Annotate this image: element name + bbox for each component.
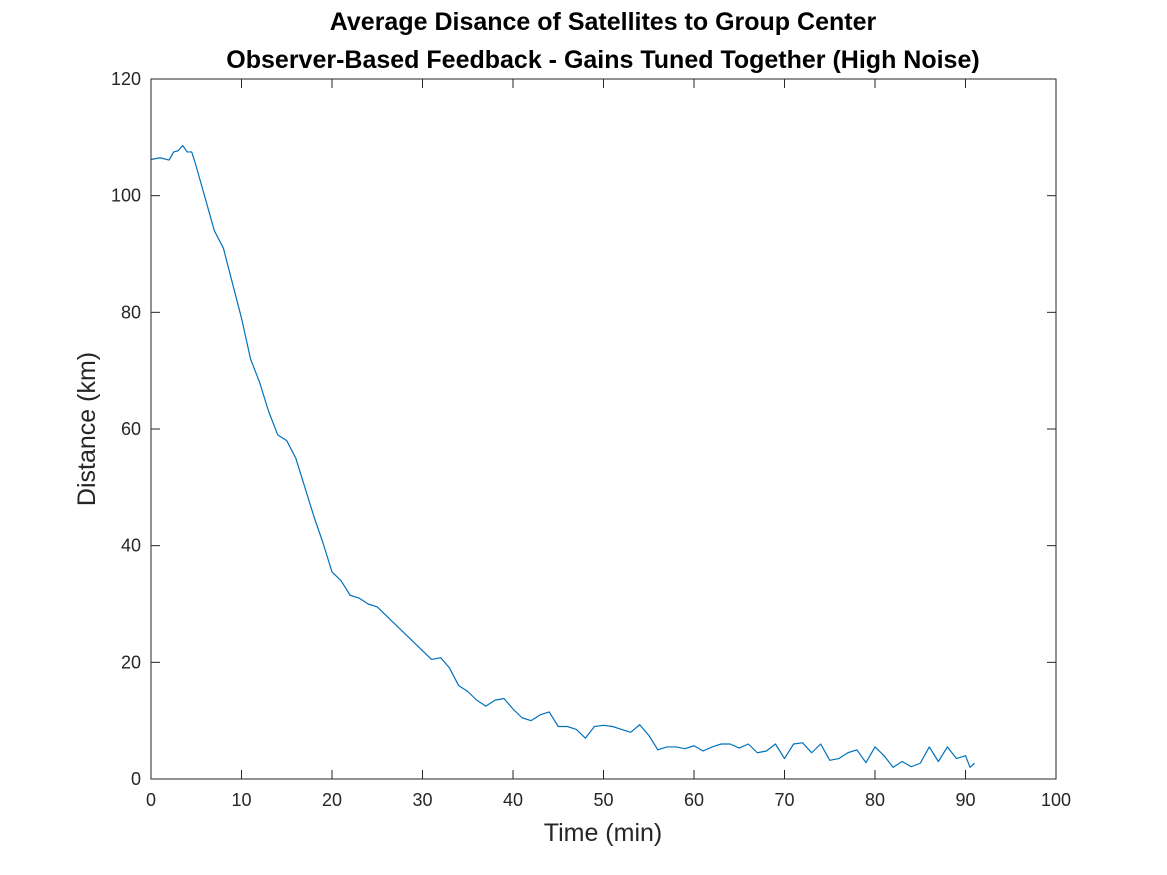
y-tick-label: 20 — [121, 652, 141, 672]
x-tick-label: 90 — [955, 790, 975, 810]
x-tick-label: 70 — [774, 790, 794, 810]
x-tick-label: 80 — [865, 790, 885, 810]
y-tick-label: 120 — [111, 69, 141, 89]
x-tick-label: 40 — [503, 790, 523, 810]
x-tick-label: 20 — [322, 790, 342, 810]
x-tick-label: 50 — [593, 790, 613, 810]
y-tick-label: 100 — [111, 186, 141, 206]
x-tick-label: 60 — [684, 790, 704, 810]
x-tick-label: 100 — [1041, 790, 1071, 810]
x-tick-label: 0 — [146, 790, 156, 810]
y-tick-label: 80 — [121, 302, 141, 322]
x-axis-label: Time (min) — [544, 819, 663, 847]
chart-title-line-2: Observer-Based Feedback - Gains Tuned To… — [226, 46, 979, 74]
series-line-0 — [150, 144, 975, 768]
y-tick-label: 60 — [121, 419, 141, 439]
x-tick-label: 10 — [231, 790, 251, 810]
x-tick-label: 30 — [412, 790, 432, 810]
y-tick-label: 40 — [121, 536, 141, 556]
chart-title-line-1: Average Disance of Satellites to Group C… — [330, 8, 877, 36]
y-axis-label: Distance (km) — [73, 352, 101, 506]
y-tick-label: 0 — [131, 769, 141, 789]
